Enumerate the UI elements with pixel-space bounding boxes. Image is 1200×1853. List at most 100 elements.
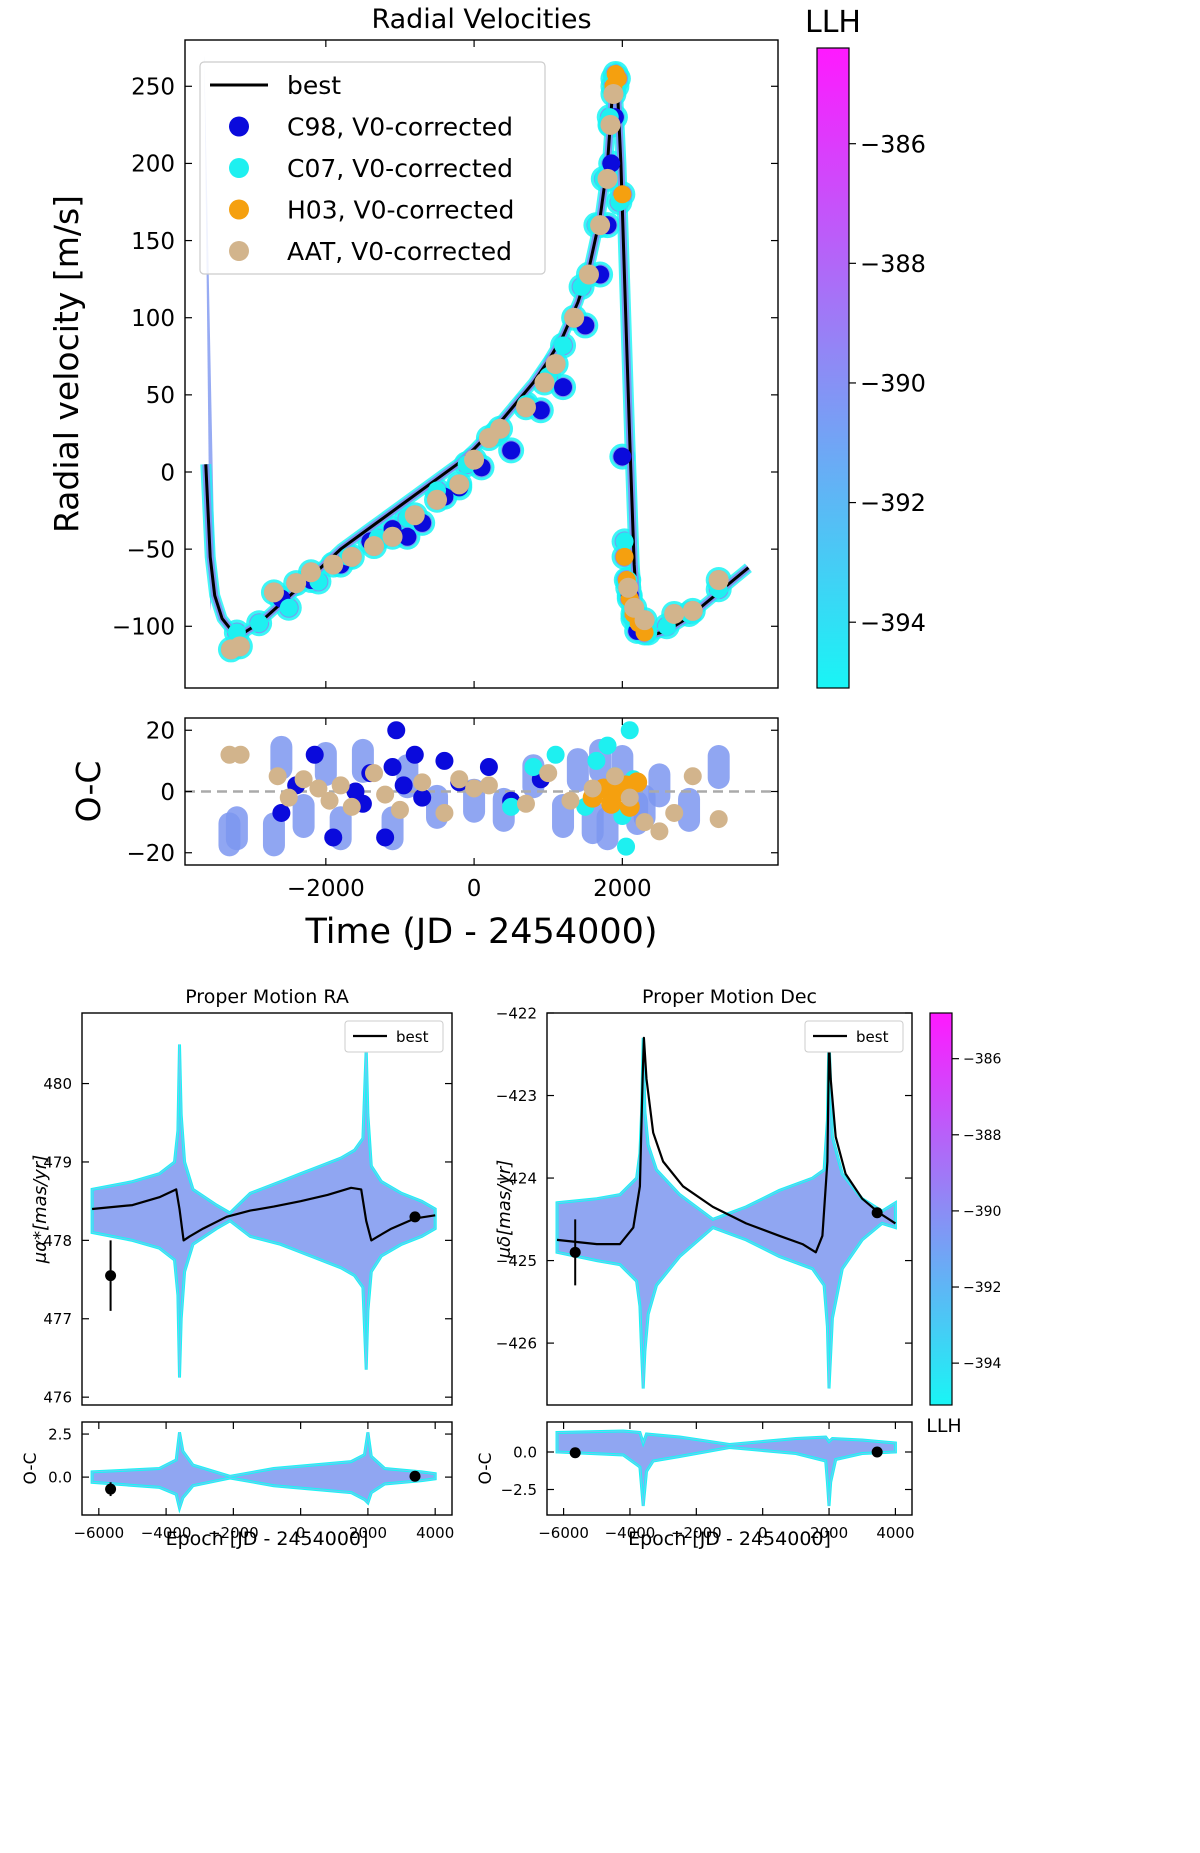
pm_dec-ylabel: μδ[mas/yr] bbox=[494, 1160, 515, 1260]
rv-point-AAT bbox=[364, 536, 385, 557]
rv-point-AAT bbox=[682, 600, 703, 621]
pm_dec-legend-box bbox=[804, 1020, 904, 1053]
pm_ra_oc-xtick-label: −4000 bbox=[141, 1524, 192, 1542]
pm_ra-ytick-label: 478 bbox=[43, 1232, 72, 1250]
pm_ra_oc-frame bbox=[81, 1421, 453, 1516]
pm_ra-ytick-label: 476 bbox=[43, 1389, 72, 1407]
rv_oc-model-cloud bbox=[648, 763, 671, 808]
rv-point-H03 bbox=[615, 547, 634, 566]
pm_dec_oc-xtick-label: 0 bbox=[758, 1524, 768, 1542]
colorbar_top-tick-label: −386 bbox=[860, 130, 926, 158]
rv_oc-point-C98 bbox=[405, 745, 424, 764]
rv-legend-label: best bbox=[287, 71, 341, 100]
pm_ra-obs-point bbox=[409, 1211, 421, 1223]
rv_oc-point-AAT bbox=[268, 767, 287, 786]
rv-point-AAT bbox=[341, 546, 362, 567]
rv-point-AAT bbox=[323, 554, 344, 575]
rv-ytick-label: 0 bbox=[160, 460, 175, 486]
rv-legend-label: H03, V0-corrected bbox=[287, 196, 514, 225]
rv_oc-point-AAT bbox=[279, 788, 298, 807]
pm_dec_oc-xtick-label: 4000 bbox=[876, 1524, 914, 1542]
rv_oc-point-AAT bbox=[390, 800, 409, 819]
pm_ra-legend-box bbox=[344, 1020, 444, 1053]
rv_oc-point-AAT bbox=[479, 776, 498, 795]
pm_ra-model-band-edge bbox=[91, 1044, 436, 1378]
rv_oc-point-C98 bbox=[376, 828, 395, 847]
rv-point-AAT bbox=[263, 582, 284, 603]
colorbar_bottom-gradient-bar bbox=[929, 1012, 953, 1406]
rv_oc-point-C98 bbox=[305, 745, 324, 764]
rv_oc-model-cloud bbox=[262, 812, 285, 857]
pm_ra-ytick-label: 479 bbox=[43, 1153, 72, 1171]
rv_oc-point-AAT bbox=[465, 779, 484, 798]
rv_oc-point-AAT bbox=[683, 767, 702, 786]
colorbar_top-tick-label: −388 bbox=[860, 250, 926, 278]
rv-point-AAT bbox=[427, 489, 448, 510]
colorbar_bottom-title: LLH bbox=[926, 1415, 961, 1437]
pm_ra_oc-model-band-edge bbox=[91, 1432, 436, 1510]
rv-ytick-label: 150 bbox=[131, 229, 175, 255]
pm_ra-ylabel: μα*[mas/yr] bbox=[30, 1155, 51, 1264]
pm_ra_oc-xtick-label: −2000 bbox=[208, 1524, 259, 1542]
rv-point-AAT bbox=[404, 505, 425, 526]
rv-point-AAT bbox=[603, 84, 624, 104]
rv_oc-point-C98 bbox=[394, 776, 413, 795]
rv_oc-point-AAT bbox=[583, 779, 602, 798]
rv-point-AAT bbox=[490, 418, 511, 439]
rv_oc-ytick-label: 0 bbox=[160, 780, 175, 806]
rv-ylabel: Radial velocity [m/s] bbox=[47, 195, 86, 533]
rv-frame bbox=[184, 39, 779, 689]
rv_oc-point-C98 bbox=[479, 758, 498, 776]
rv_oc-point-AAT bbox=[435, 803, 454, 822]
rv-point-AAT bbox=[301, 562, 322, 583]
rv-ytick-label: 250 bbox=[131, 75, 175, 101]
pm_ra_oc-obs-point bbox=[105, 1483, 117, 1495]
pm_dec_oc-ytick-label: 0.0 bbox=[513, 1443, 537, 1461]
rv-legend-dot-swatch bbox=[229, 241, 249, 261]
rv-point-AAT bbox=[545, 354, 566, 374]
rv-point-C07 bbox=[615, 532, 634, 551]
rv_oc-xtick-label: 2000 bbox=[593, 876, 652, 902]
rv_oc-point-AAT bbox=[709, 810, 728, 829]
rv-point-H03 bbox=[613, 185, 632, 204]
rv-legend-label: AAT, V0-corrected bbox=[287, 237, 512, 266]
pm_ra-ytick-label: 480 bbox=[43, 1075, 72, 1093]
rv-point-AAT bbox=[464, 449, 485, 470]
rv_oc-point-C07 bbox=[546, 745, 565, 764]
pm_ra_oc-ytick-label: 2.5 bbox=[48, 1425, 72, 1443]
rv-point-AAT bbox=[597, 168, 618, 189]
rv-legend-label: C98, V0-corrected bbox=[287, 113, 513, 142]
pm_dec-ytick-label: −426 bbox=[496, 1335, 537, 1353]
pm_dec_oc-xtick-label: −2000 bbox=[671, 1524, 722, 1542]
pm_dec-title: Proper Motion Dec bbox=[642, 986, 817, 1008]
rv_oc-point-AAT bbox=[650, 822, 669, 841]
rv-point-AAT bbox=[229, 636, 250, 657]
rv-point-AAT bbox=[708, 570, 729, 590]
rv_oc-model-cloud bbox=[566, 748, 589, 793]
rv_oc-point-AAT bbox=[450, 770, 469, 789]
pm_dec_oc-model-band-edge bbox=[556, 1430, 896, 1507]
rv_oc-point-AAT bbox=[516, 794, 535, 813]
pm_ra-best-fit-line bbox=[91, 1186, 436, 1242]
colorbar_top-gradient-bar bbox=[816, 47, 850, 689]
rv_oc-point-AAT bbox=[309, 779, 328, 798]
pm_ra-title: Proper Motion RA bbox=[185, 986, 349, 1008]
pm_dec_oc-ylabel: O-C bbox=[476, 1453, 496, 1485]
rv-point-AAT bbox=[634, 610, 655, 631]
rv-point-C98 bbox=[554, 378, 573, 397]
rv-point-C07 bbox=[250, 614, 269, 633]
rv-point-AAT bbox=[534, 372, 555, 393]
rv-title: Radial Velocities bbox=[371, 4, 591, 35]
pm_dec-best-fit-line bbox=[556, 1036, 896, 1254]
pm_dec-ytick-label: −423 bbox=[496, 1087, 537, 1105]
rv_oc-point-AAT bbox=[539, 764, 558, 783]
rv_oc-point-C07 bbox=[620, 721, 639, 740]
rv-point-C98 bbox=[502, 441, 521, 460]
pm_dec_oc-xtick-label: 2000 bbox=[810, 1524, 848, 1542]
pm_dec-model-band-edge bbox=[556, 1037, 896, 1389]
pm_dec_oc-obs-point bbox=[871, 1446, 883, 1458]
pm_ra-frame bbox=[81, 1012, 453, 1406]
pm_ra-legend-label: best bbox=[396, 1028, 429, 1046]
colorbar_top-tick-label: −392 bbox=[860, 489, 926, 517]
pm_ra_oc-xtick-label: 2000 bbox=[349, 1524, 387, 1542]
